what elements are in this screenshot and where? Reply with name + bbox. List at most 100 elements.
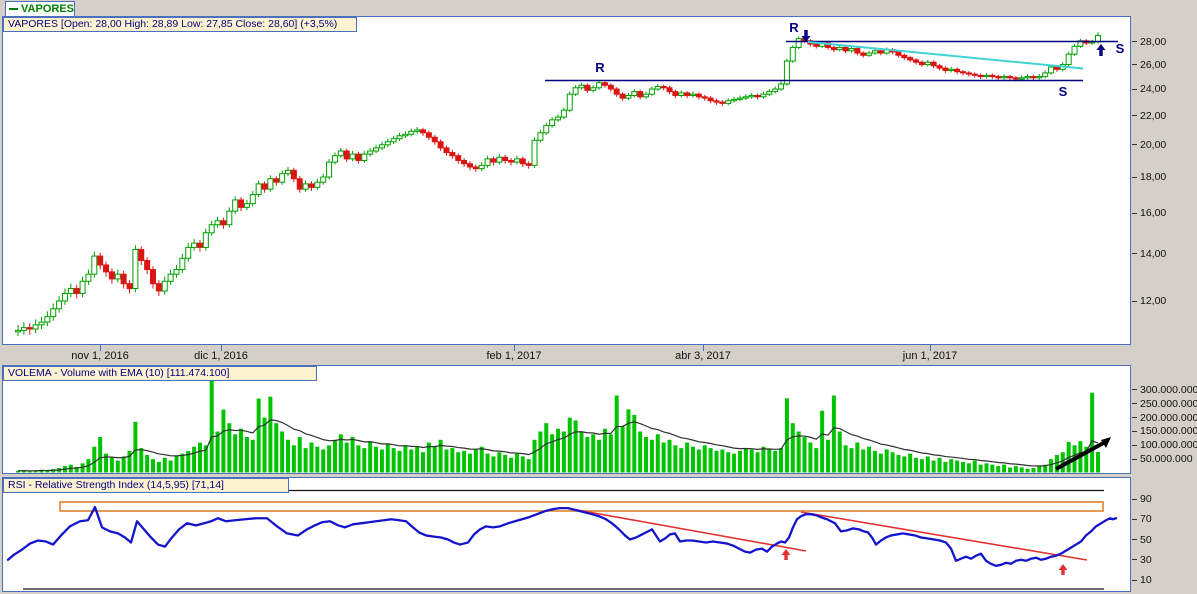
candle-up [725,100,732,104]
volume-bar [415,446,420,473]
volume-bar [239,428,244,473]
rsi-axis-label: 70 [1140,513,1152,526]
volume-bar [327,445,332,473]
candle-up [1018,77,1025,80]
volume-panel-title[interactable]: VOLEMA - Volume with EMA (10) [111.474.1… [3,366,317,381]
candle-up [349,153,356,160]
candle-down [455,155,462,161]
volume-bar [867,446,872,473]
candle-down [461,159,468,165]
volume-bar [467,453,472,473]
candle-down [901,54,908,59]
candle-up [766,91,773,95]
price-axis-tick-mark [1132,144,1137,146]
volume-axis-label: 50.000.000 [1140,453,1193,466]
volume-bar [585,437,590,473]
volume-bar [385,443,390,473]
candle-up [549,119,556,127]
volume-bar [485,453,490,473]
volume-bar [1007,467,1012,473]
candle-down [684,92,691,96]
candle-up [1071,45,1078,55]
candle-down [995,76,1002,79]
volume-bar [209,379,214,473]
volume-bar [344,442,349,473]
price-panel-title[interactable]: VAPORES [Open: 28,00 High: 28,89 Low: 27… [3,17,357,32]
candle-up [924,61,931,66]
candle-down [296,178,303,190]
candle-up [678,92,685,96]
candle-down [954,68,961,73]
date-axis-label: nov 1, 2016 [71,350,129,362]
volume-bar [450,448,455,473]
volume-bar [837,431,842,473]
candle-up [478,164,485,170]
candle-up [255,183,262,196]
candle-up [578,84,585,89]
volume-bar [1084,446,1089,473]
rsi-axis-label: 30 [1140,553,1152,566]
volume-bar [790,423,795,473]
volume-bar [215,431,220,473]
candle-up [496,156,503,163]
candle-down [719,101,726,104]
volume-bar [374,446,379,473]
candle-up [167,273,174,282]
volume-bar [421,452,426,473]
volume-bar [291,445,296,473]
candle-up [1036,76,1043,79]
rsi-red-trendline[interactable] [800,511,1088,561]
price-axis-label: 28,00 [1140,35,1167,48]
volume-bar [21,470,26,473]
volume-bar [661,442,666,473]
candle-up [249,194,256,205]
candle-up [690,93,697,96]
rsi-red-trendline[interactable] [565,507,807,552]
volume-bar [503,455,508,473]
volume-series [16,379,1111,473]
volume-bar [937,457,942,473]
volume-bar [520,456,525,473]
volume-axis-tick-mark [1132,458,1137,460]
candle-down [108,271,115,280]
descending-trendline[interactable] [807,41,1084,70]
candle-up [590,87,597,91]
candle-up [61,292,68,302]
volume-bar [831,395,836,473]
candle-up [654,86,661,90]
volume-bar [156,461,161,473]
candle-down [913,59,920,63]
volume-trend-arrow[interactable] [1055,439,1108,471]
candle-up [396,135,403,140]
candle-up [778,83,785,90]
candle-down [97,255,104,266]
symbol-tab[interactable]: VAPORES [5,1,75,17]
candle-up [384,141,391,146]
candle-up [267,178,274,190]
volume-bar [115,460,120,473]
volume-bar [591,434,596,473]
volume-bar [902,456,907,473]
candle-up [983,74,990,78]
candle-down [519,158,526,165]
volume-bar [996,466,1001,473]
price-axis-tick-mark [1132,253,1137,255]
up-arrow-icon [1096,44,1106,56]
rsi-panel-title[interactable]: RSI - Relative Strength Index (14,5,95) … [3,478,289,493]
price-axis-tick-mark [1132,88,1137,90]
volume-bar [573,420,578,473]
volume-bar [379,449,384,473]
volume-bar [121,456,126,473]
candle-up [15,329,21,333]
date-axis-label: abr 3, 2017 [675,350,731,362]
candle-up [1048,66,1055,74]
volume-trend-arrowhead [1101,437,1111,448]
rsi-axis-label: 50 [1140,533,1152,546]
volume-bar [720,449,725,473]
volume-bar [397,450,402,473]
volume-bar [256,398,261,473]
candle-down [936,65,943,69]
volume-bar [667,439,672,473]
volume-bar [884,449,889,473]
volume-bar [297,437,302,473]
